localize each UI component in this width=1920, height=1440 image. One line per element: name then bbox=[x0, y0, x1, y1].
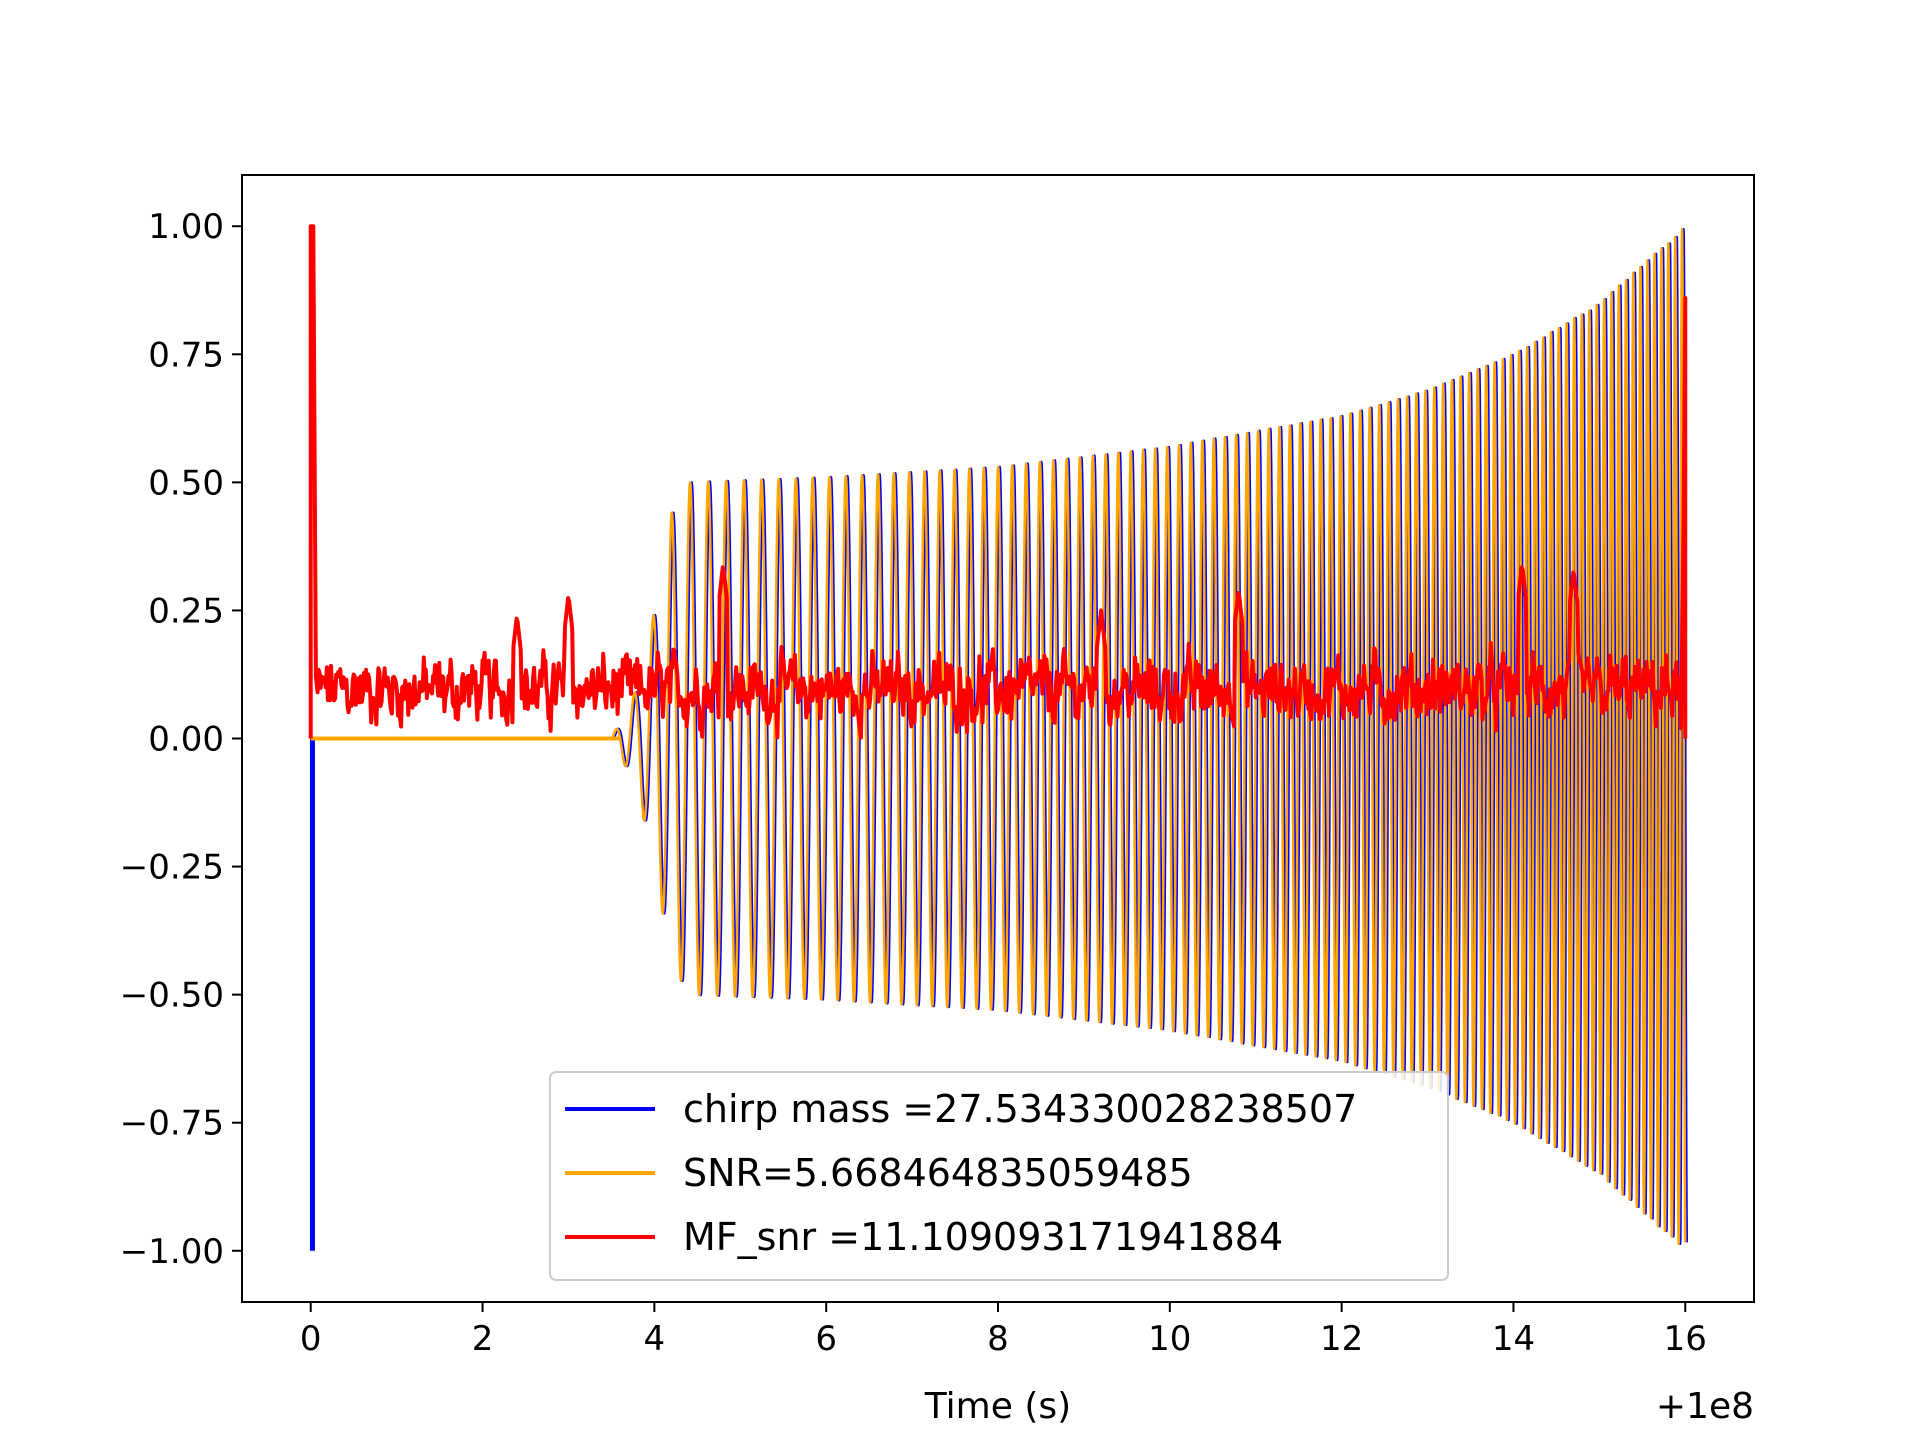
y-tick-label: −0.75 bbox=[120, 1104, 224, 1144]
x-axis-label: Time (s) bbox=[924, 1386, 1071, 1427]
x-tick-label: 16 bbox=[1664, 1319, 1707, 1359]
x-tick-label: 12 bbox=[1320, 1319, 1363, 1359]
series-layer bbox=[308, 224, 1689, 1251]
y-tick-label: 0.25 bbox=[148, 591, 224, 631]
y-tick-label: 0.00 bbox=[148, 720, 224, 760]
x-tick-label: 8 bbox=[987, 1319, 1009, 1359]
y-tick-label: 0.75 bbox=[148, 335, 224, 375]
x-tick-label: 2 bbox=[472, 1319, 494, 1359]
x-tick-label: 10 bbox=[1148, 1319, 1191, 1359]
legend-label-mf-snr: MF_snr =11.109093171941884 bbox=[683, 1215, 1283, 1259]
series-mf-snr bbox=[308, 224, 1688, 740]
legend-label-chirp-mass: chirp mass =27.534330028238507 bbox=[683, 1087, 1357, 1131]
x-offset-label: +1e8 bbox=[1656, 1386, 1754, 1427]
y-tick-label: −1.00 bbox=[120, 1232, 224, 1272]
y-tick-label: 1.00 bbox=[148, 207, 224, 247]
y-tick-label: −0.50 bbox=[120, 976, 224, 1016]
x-tick-label: 6 bbox=[815, 1319, 837, 1359]
y-tick-label: 0.50 bbox=[148, 463, 224, 503]
y-axis: 1.00 0.75 0.50 0.25 0.00 −0.25 −0.50 −0.75 −1.00 bbox=[120, 207, 242, 1272]
legend-box bbox=[549, 1071, 1449, 1281]
x-tick-label: 0 bbox=[300, 1319, 322, 1359]
x-axis: 0 2 4 6 8 10 12 14 16 bbox=[300, 1302, 1707, 1359]
x-tick-label: 4 bbox=[644, 1319, 666, 1359]
y-tick-label: −0.25 bbox=[120, 848, 224, 888]
legend-label-snr: SNR=5.668464835059485 bbox=[683, 1151, 1193, 1195]
legend: chirp mass =27.534330028238507 SNR=5.668… bbox=[549, 1071, 1449, 1281]
x-tick-label: 14 bbox=[1492, 1319, 1535, 1359]
